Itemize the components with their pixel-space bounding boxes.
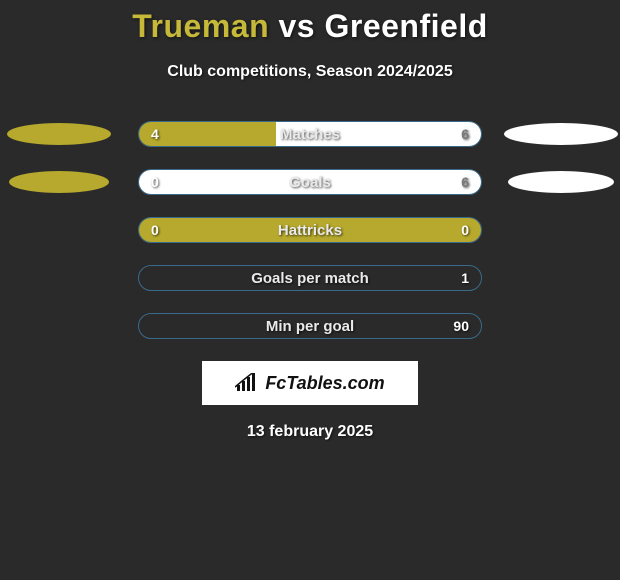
- title-vs: vs: [279, 8, 316, 44]
- stat-label: Matches: [139, 122, 481, 146]
- proportion-ellipse-left: [7, 123, 111, 145]
- proportion-ellipse-right: [508, 171, 614, 193]
- stat-bar: 06Goals: [138, 169, 482, 195]
- date: 13 february 2025: [0, 423, 620, 441]
- proportion-ellipse-left: [9, 171, 109, 193]
- stat-bar: 90Min per goal: [138, 313, 482, 339]
- stat-bar: 1Goals per match: [138, 265, 482, 291]
- title-player2: Greenfield: [324, 8, 487, 44]
- footer-logo: FcTables.com: [202, 361, 418, 405]
- stat-row: 46Matches: [0, 121, 620, 149]
- title-player1: Trueman: [132, 8, 269, 44]
- stat-label: Hattricks: [139, 218, 481, 242]
- stat-label: Min per goal: [139, 314, 481, 338]
- stat-row: 06Goals: [0, 169, 620, 197]
- title: Trueman vs Greenfield: [0, 0, 620, 45]
- comparison-infographic: Trueman vs Greenfield Club competitions,…: [0, 0, 620, 580]
- subtitle: Club competitions, Season 2024/2025: [0, 63, 620, 81]
- footer-brand-text: FcTables.com: [265, 373, 384, 394]
- stat-label: Goals: [139, 170, 481, 194]
- stat-rows-container: 46Matches 06Goals 00Hattricks 1Goals per ma…: [0, 121, 620, 341]
- stat-bar: 00Hattricks: [138, 217, 482, 243]
- stat-row: 00Hattricks: [0, 217, 620, 245]
- stat-row: 90Min per goal: [0, 313, 620, 341]
- stat-row: 1Goals per match: [0, 265, 620, 293]
- stat-bar: 46Matches: [138, 121, 482, 147]
- bar-chart-icon: [235, 373, 261, 393]
- stat-label: Goals per match: [139, 266, 481, 290]
- proportion-ellipse-right: [504, 123, 618, 145]
